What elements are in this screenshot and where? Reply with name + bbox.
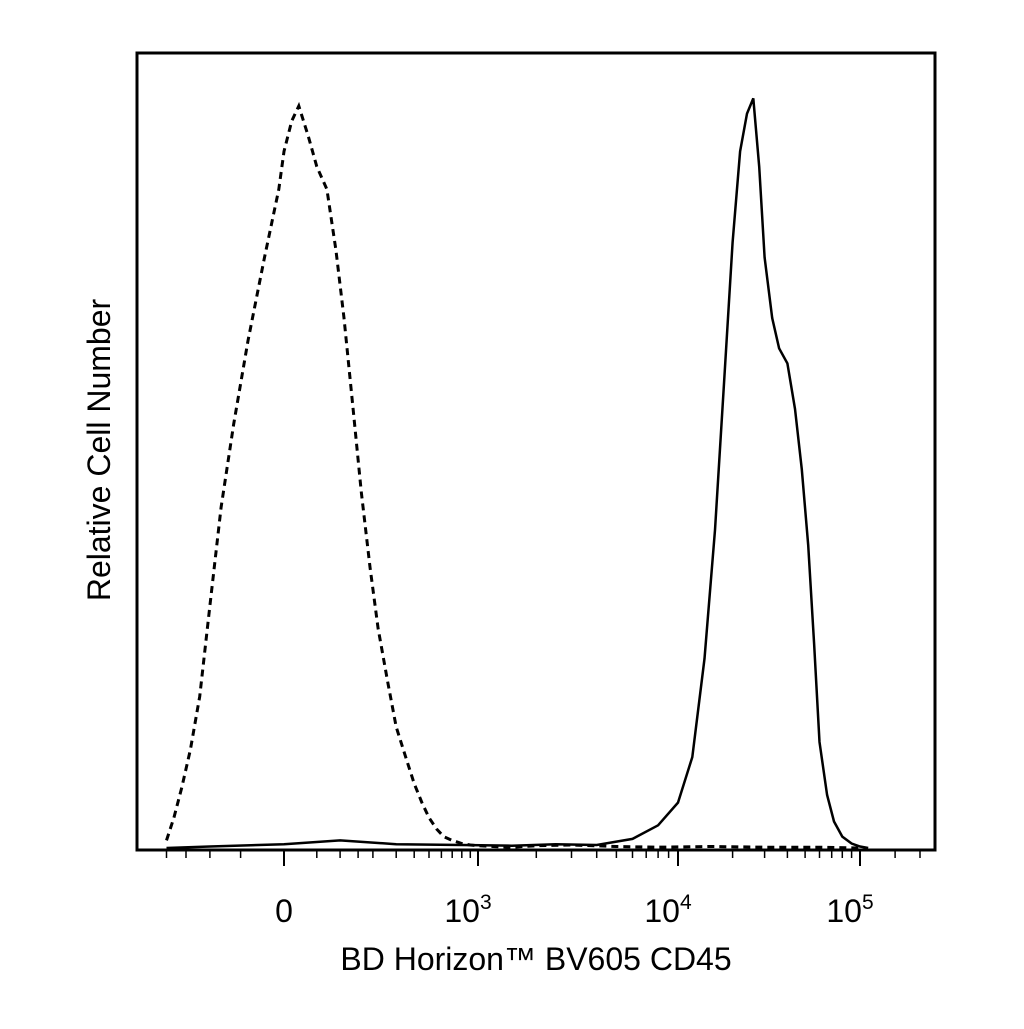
- x-tick-label: 104: [644, 891, 692, 929]
- x-tick-label: 105: [826, 891, 873, 929]
- y-axis-title: Relative Cell Number: [81, 298, 117, 601]
- histogram-curve-dashed: [165, 101, 861, 850]
- histogram-curve-solid: [166, 97, 869, 850]
- x-minor-ticks: [165, 850, 921, 858]
- x-tick-label: 103: [444, 891, 491, 929]
- x-tick-label: 0: [275, 893, 293, 929]
- histogram-curves: [165, 97, 869, 850]
- x-axis-title: BD Horizon™ BV605 CD45: [340, 941, 731, 977]
- plot-frame: [135, 51, 937, 852]
- x-tick-labels: 0 103 104 105: [275, 891, 874, 929]
- x-major-ticks: [283, 850, 861, 866]
